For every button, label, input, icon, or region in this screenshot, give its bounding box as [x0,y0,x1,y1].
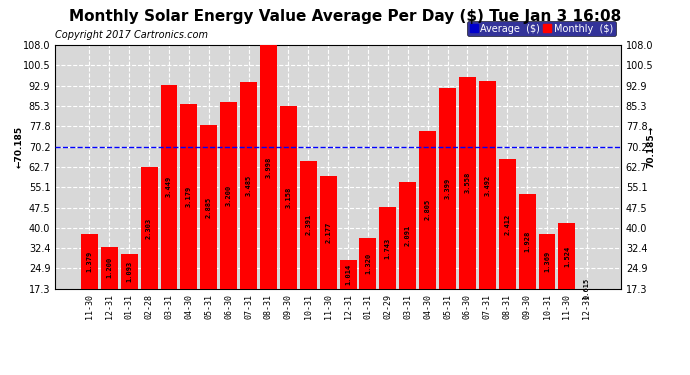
Text: Monthly Solar Energy Value Average Per Day ($) Tue Jan 3 16:08: Monthly Solar Energy Value Average Per D… [69,9,621,24]
Text: 70.185→: 70.185→ [647,126,656,168]
Bar [420,131,436,289]
Bar [220,102,237,289]
Text: 2.177: 2.177 [325,222,331,243]
Text: 1.014: 1.014 [345,264,351,285]
Text: 2.091: 2.091 [405,225,411,246]
Bar [141,167,157,289]
Bar [459,77,476,289]
Bar [260,45,277,289]
Text: 1.743: 1.743 [385,237,391,259]
Bar [299,161,317,289]
Bar [180,104,197,289]
Bar [161,84,177,289]
Text: 2.303: 2.303 [146,217,152,238]
Text: 3.449: 3.449 [166,176,172,197]
Text: 3.399: 3.399 [444,178,451,199]
Text: 2.885: 2.885 [206,196,212,217]
Bar [400,182,416,289]
Bar [101,247,118,289]
Text: 3.558: 3.558 [464,172,471,194]
Text: 3.485: 3.485 [246,175,252,196]
Text: 3.492: 3.492 [484,174,491,196]
Legend: Average  ($), Monthly  ($): Average ($), Monthly ($) [467,21,616,36]
Bar [519,194,535,289]
Text: ←70.185: ←70.185 [15,126,24,168]
Text: 2.391: 2.391 [305,214,311,236]
Bar [319,176,337,289]
Bar [359,238,377,289]
Text: 1.369: 1.369 [544,251,550,272]
Text: 3.998: 3.998 [266,156,271,177]
Bar [200,125,217,289]
Bar [240,82,257,289]
Bar [380,207,396,289]
Text: 1.928: 1.928 [524,231,530,252]
Bar [479,81,496,289]
Text: 2.805: 2.805 [424,199,431,220]
Text: 1.093: 1.093 [126,261,132,282]
Text: 1.524: 1.524 [564,245,570,267]
Bar [81,234,98,289]
Text: 1.379: 1.379 [86,251,92,272]
Bar [499,159,515,289]
Text: 2.412: 2.412 [504,213,510,235]
Text: Copyright 2017 Cartronics.com: Copyright 2017 Cartronics.com [55,30,208,40]
Bar [339,260,357,289]
Bar [280,105,297,289]
Text: 3.200: 3.200 [226,185,232,206]
Bar [439,88,456,289]
Bar [558,223,575,289]
Text: 0.615: 0.615 [584,278,590,299]
Text: 1.320: 1.320 [365,253,371,274]
Bar [539,234,555,289]
Text: 1.200: 1.200 [106,257,112,278]
Text: 3.179: 3.179 [186,186,192,207]
Bar [121,254,137,289]
Text: 3.158: 3.158 [286,186,291,208]
